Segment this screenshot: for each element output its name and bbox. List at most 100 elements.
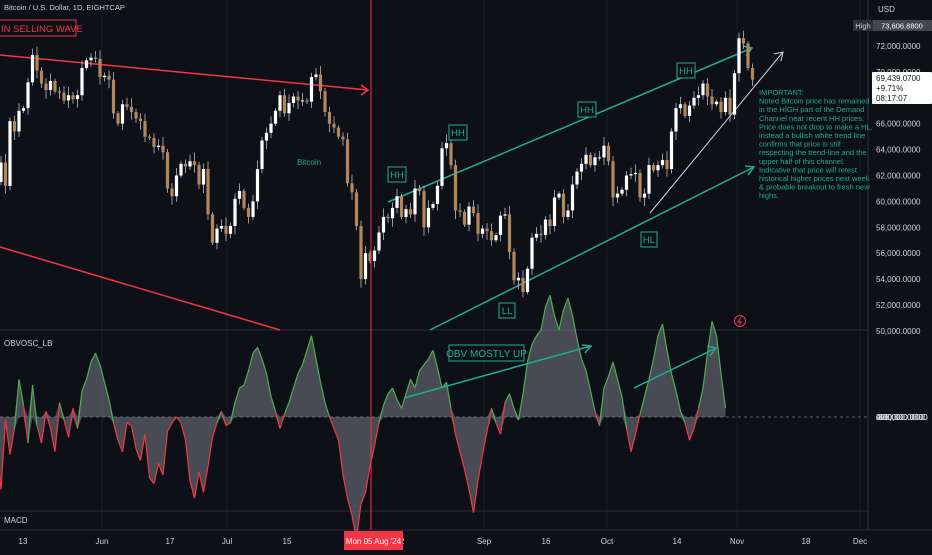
time-tick-label: Jul <box>222 537 232 546</box>
last-price-tag <box>872 72 932 104</box>
candle <box>674 102 678 141</box>
candlestick-series[interactable] <box>0 30 755 298</box>
candle <box>134 108 138 123</box>
osc-tick-label: -600,000.0000 <box>876 413 928 422</box>
time-axis[interactable]: 13Jun17Jul1522Sep16Oct14Nov18Dec <box>19 537 868 546</box>
candle <box>624 171 629 197</box>
ll-label[interactable]: LL <box>498 302 516 319</box>
candle <box>516 272 521 289</box>
hh-box <box>448 124 468 141</box>
candle <box>422 185 426 236</box>
symbol-title: Bitcoin / U.S. Dollar, 1D, EIGHTCAP <box>4 3 125 12</box>
candle <box>683 101 687 119</box>
high-tag-label: High <box>855 22 870 31</box>
candle <box>219 219 224 232</box>
candle <box>323 87 327 117</box>
candle <box>296 91 300 109</box>
high-tag-bg <box>853 20 873 31</box>
crosshair-date: Mon 05 Aug '24 <box>346 537 402 546</box>
candle <box>701 80 705 100</box>
series-label: Bitcoin <box>297 158 321 167</box>
candle <box>678 96 683 114</box>
selling-wave-lower-line[interactable] <box>0 246 281 331</box>
candle <box>503 207 507 220</box>
candle <box>246 203 251 224</box>
candle <box>656 160 660 177</box>
candle <box>318 65 323 99</box>
candle <box>26 77 30 115</box>
candle <box>210 212 215 246</box>
time-tick-label: Jun <box>96 537 109 546</box>
candle <box>404 204 408 224</box>
candle <box>539 225 543 243</box>
candle <box>521 270 525 298</box>
candle <box>161 137 165 160</box>
hh-label[interactable]: HH <box>577 101 597 118</box>
candle <box>350 174 354 200</box>
analysis-note-line: highs. <box>759 191 779 200</box>
candle <box>71 91 75 104</box>
ll-text: LL <box>502 306 513 317</box>
swing-labels[interactable]: HH HH HH HH LL HL <box>387 62 696 319</box>
obv-oscillator[interactable] <box>0 294 868 539</box>
currency-label[interactable]: USD <box>878 5 895 14</box>
macd-pane-title[interactable]: MACD <box>4 516 28 525</box>
candle <box>183 159 188 173</box>
candle <box>30 48 35 86</box>
candle <box>242 188 246 211</box>
candle <box>129 98 134 120</box>
white-trend-line[interactable] <box>649 51 784 214</box>
hl-text: HL <box>643 235 655 246</box>
candle <box>372 246 377 268</box>
oscillator-pane-title[interactable]: OBVOSC_LB <box>4 339 52 348</box>
obv-trend-line[interactable] <box>633 347 717 389</box>
price-tick-label: 66,000.0000 <box>876 120 921 129</box>
obv-trend-line[interactable] <box>403 345 592 399</box>
oscillator-axis[interactable]: 400,000.0000200,000.00000.0000-200,000.0… <box>876 413 928 422</box>
candle <box>732 69 737 120</box>
bullish-trend-line[interactable] <box>649 51 784 214</box>
candle <box>647 157 651 200</box>
candle <box>107 70 111 89</box>
arrow-head <box>581 344 593 354</box>
candle <box>12 115 17 141</box>
selling-wave-channel[interactable] <box>0 54 370 331</box>
candle <box>714 99 719 107</box>
selling-wave-upper-line[interactable] <box>0 54 369 91</box>
candle <box>750 63 755 87</box>
analysis-note-line: Price does not drop to make a HL, <box>759 122 873 131</box>
candle <box>80 60 84 101</box>
lightning-icon[interactable] <box>734 315 746 327</box>
obv-trend-lines[interactable]: OBV MOSTLY UP <box>403 344 718 399</box>
analysis-note-line: instead a bullish white trend line <box>759 131 865 140</box>
candle <box>354 188 359 231</box>
selling-wave-label[interactable]: IN SELLING WAVE <box>0 19 83 37</box>
analysis-note-line: historical higher prices next week <box>759 174 870 183</box>
candle <box>300 92 305 106</box>
analysis-note[interactable]: IMPORTANT: Noted Bitcoin price has remain… <box>759 88 873 200</box>
hh-label[interactable]: HH <box>676 62 696 79</box>
candle <box>368 250 372 264</box>
candle <box>341 132 345 146</box>
price-tick-label: 58,000.0000 <box>876 223 921 232</box>
channel-lower-line[interactable] <box>429 166 755 331</box>
candle <box>579 158 584 181</box>
candle <box>201 163 206 194</box>
candle <box>710 88 714 110</box>
candle <box>471 200 476 217</box>
candle <box>179 161 183 178</box>
candle <box>192 152 197 173</box>
hh-label[interactable]: HH <box>448 124 468 141</box>
candle <box>584 147 588 170</box>
candle <box>156 139 161 151</box>
candle <box>125 97 129 111</box>
candle <box>530 233 534 276</box>
crosshair-date-tag <box>344 531 403 550</box>
obv-label[interactable]: OBV MOSTLY UP <box>446 349 527 360</box>
hh-label[interactable]: HH <box>387 166 407 183</box>
candle <box>611 155 615 207</box>
hl-label[interactable]: HL <box>640 231 658 248</box>
candle <box>642 188 647 207</box>
